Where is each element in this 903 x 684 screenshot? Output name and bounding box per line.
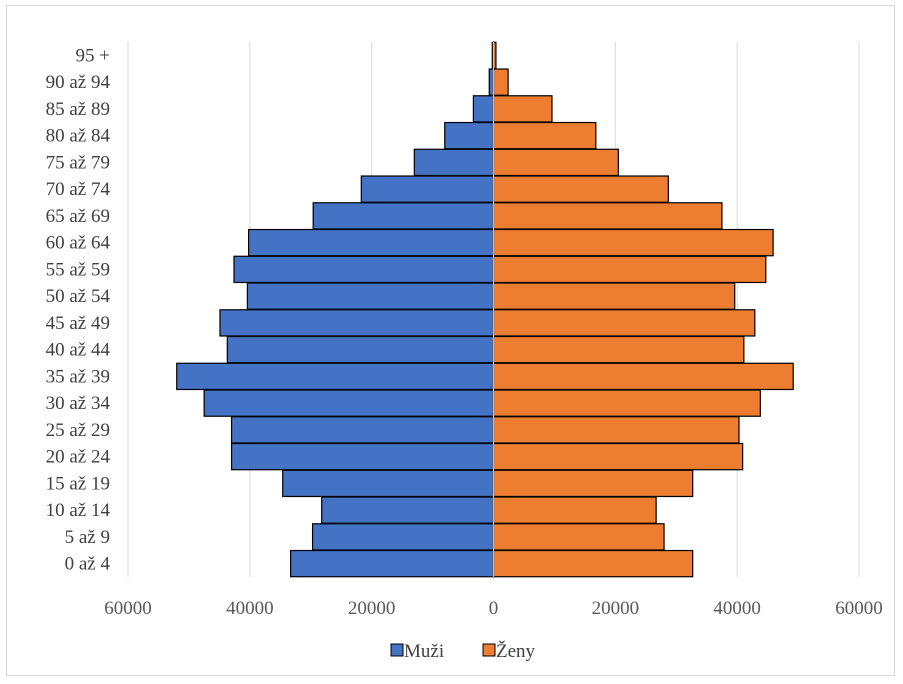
x-tick-label-1: 40000 [226, 598, 274, 619]
bar-zeny-17 [492, 95, 553, 123]
category-label-3: 15 až 19 [46, 473, 110, 494]
bar-muzi-18 [488, 68, 495, 96]
bar-zeny-3 [492, 469, 694, 498]
category-label-0: 0 až 4 [65, 554, 111, 575]
bar-muzi-14 [360, 175, 495, 203]
bar-zeny-16 [492, 121, 597, 150]
category-label-8: 40 až 44 [46, 340, 111, 361]
category-label-5: 25 až 29 [46, 420, 110, 441]
x-tick-labels: 60000 40000 20000 0 20000 40000 60000 [104, 598, 883, 619]
bar-zeny-2 [492, 496, 657, 524]
bar-muzi-17 [472, 95, 495, 123]
category-label-19: 95 + [76, 45, 110, 66]
x-tick-label-0: 60000 [104, 598, 152, 619]
bars [176, 41, 794, 578]
bar-muzi-5 [230, 416, 495, 444]
bar-muzi-1 [311, 523, 495, 551]
x-tick-label-5: 40000 [713, 598, 761, 619]
bar-zeny-8 [492, 335, 745, 364]
category-label-17: 85 až 89 [46, 99, 110, 120]
bar-muzi-0 [290, 549, 495, 578]
population-pyramid-chart: 0 až 4 5 až 9 10 až 14 15 až 19 20 až 24 25 a… [46, 41, 883, 662]
bar-muzi-13 [312, 202, 495, 230]
category-label-15: 75 až 79 [46, 152, 110, 173]
category-label-9: 45 až 49 [46, 313, 110, 334]
x-tick-label-3: 0 [489, 598, 499, 619]
legend-muzi-swatch [390, 643, 404, 657]
category-label-18: 90 až 94 [46, 72, 111, 93]
bar-muzi-3 [282, 469, 495, 498]
legend: Muži Ženy [390, 640, 536, 662]
bar-muzi-2 [321, 496, 495, 524]
category-label-13: 65 až 69 [46, 206, 110, 227]
x-tick-label-4: 20000 [592, 598, 640, 619]
category-label-10: 50 až 54 [46, 286, 111, 307]
category-label-12: 60 až 64 [46, 233, 111, 254]
category-labels: 0 až 4 5 až 9 10 až 14 15 až 19 20 až 24 25 a… [46, 45, 111, 574]
bar-zeny-14 [492, 175, 669, 203]
bar-muzi-12 [248, 228, 495, 257]
bar-zeny-13 [492, 202, 723, 230]
bar-zeny-15 [492, 148, 619, 177]
x-tick-label-6: 60000 [835, 598, 883, 619]
bar-zeny-11 [492, 255, 767, 284]
bar-muzi-16 [444, 121, 495, 150]
bar-zeny-10 [492, 282, 736, 310]
category-label-1: 5 až 9 [65, 527, 110, 548]
bar-muzi-7 [176, 362, 495, 391]
bar-muzi-4 [230, 442, 495, 471]
bar-zeny-0 [492, 549, 694, 578]
bar-zeny-5 [492, 416, 740, 444]
bar-zeny-12 [492, 228, 774, 257]
bar-zeny-18 [492, 68, 509, 96]
legend-zeny-swatch [482, 643, 496, 657]
bar-muzi-9 [219, 309, 495, 337]
bar-zeny-9 [492, 309, 756, 337]
bar-zeny-6 [492, 389, 761, 417]
category-label-2: 10 až 14 [46, 500, 111, 521]
bar-muzi-11 [233, 255, 495, 284]
bar-zeny-7 [492, 362, 794, 391]
legend-zeny-label: Ženy [496, 640, 536, 662]
category-label-14: 70 až 74 [46, 179, 111, 200]
legend-muzi-label: Muži [404, 641, 444, 662]
bar-muzi-6 [203, 389, 495, 417]
category-label-16: 80 až 84 [46, 126, 111, 147]
category-label-7: 35 až 39 [46, 366, 110, 387]
bar-muzi-8 [226, 335, 495, 364]
category-label-4: 20 až 24 [46, 447, 111, 468]
category-label-6: 30 až 34 [46, 393, 111, 414]
x-tick-label-2: 20000 [348, 598, 396, 619]
bar-muzi-10 [246, 282, 495, 310]
chart-frame: 0 až 4 5 až 9 10 až 14 15 až 19 20 až 24 25 a… [6, 5, 895, 676]
bar-zeny-4 [492, 442, 744, 471]
category-label-11: 55 až 59 [46, 259, 110, 280]
bar-muzi-15 [413, 148, 495, 177]
bar-zeny-1 [492, 523, 665, 551]
